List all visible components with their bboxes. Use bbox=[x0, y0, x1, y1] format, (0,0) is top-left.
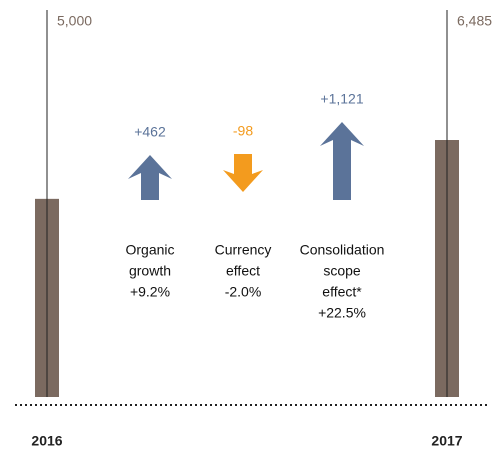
change-percent: -2.0% bbox=[225, 284, 262, 300]
change-percent: +9.2% bbox=[130, 284, 170, 300]
change-arrow bbox=[128, 155, 172, 200]
change-name: Consolidation bbox=[300, 242, 385, 258]
change-label: +462 bbox=[134, 124, 166, 140]
x-tick-label: 2016 bbox=[31, 433, 62, 449]
change-name: scope bbox=[323, 263, 361, 279]
value-label: 6,485 bbox=[457, 13, 492, 29]
change-label: -98 bbox=[233, 123, 253, 139]
value-label: 5,000 bbox=[57, 13, 92, 29]
change-percent: +22.5% bbox=[318, 305, 366, 321]
change-arrow bbox=[223, 154, 263, 192]
change-name: Organic bbox=[125, 242, 174, 258]
change-name: effect bbox=[226, 263, 260, 279]
x-tick-label: 2017 bbox=[431, 433, 462, 449]
change-name: growth bbox=[129, 263, 171, 279]
change-arrow bbox=[320, 122, 364, 200]
change-name: effect* bbox=[322, 284, 362, 300]
change-label: +1,121 bbox=[320, 91, 363, 107]
change-name: Currency bbox=[215, 242, 272, 258]
